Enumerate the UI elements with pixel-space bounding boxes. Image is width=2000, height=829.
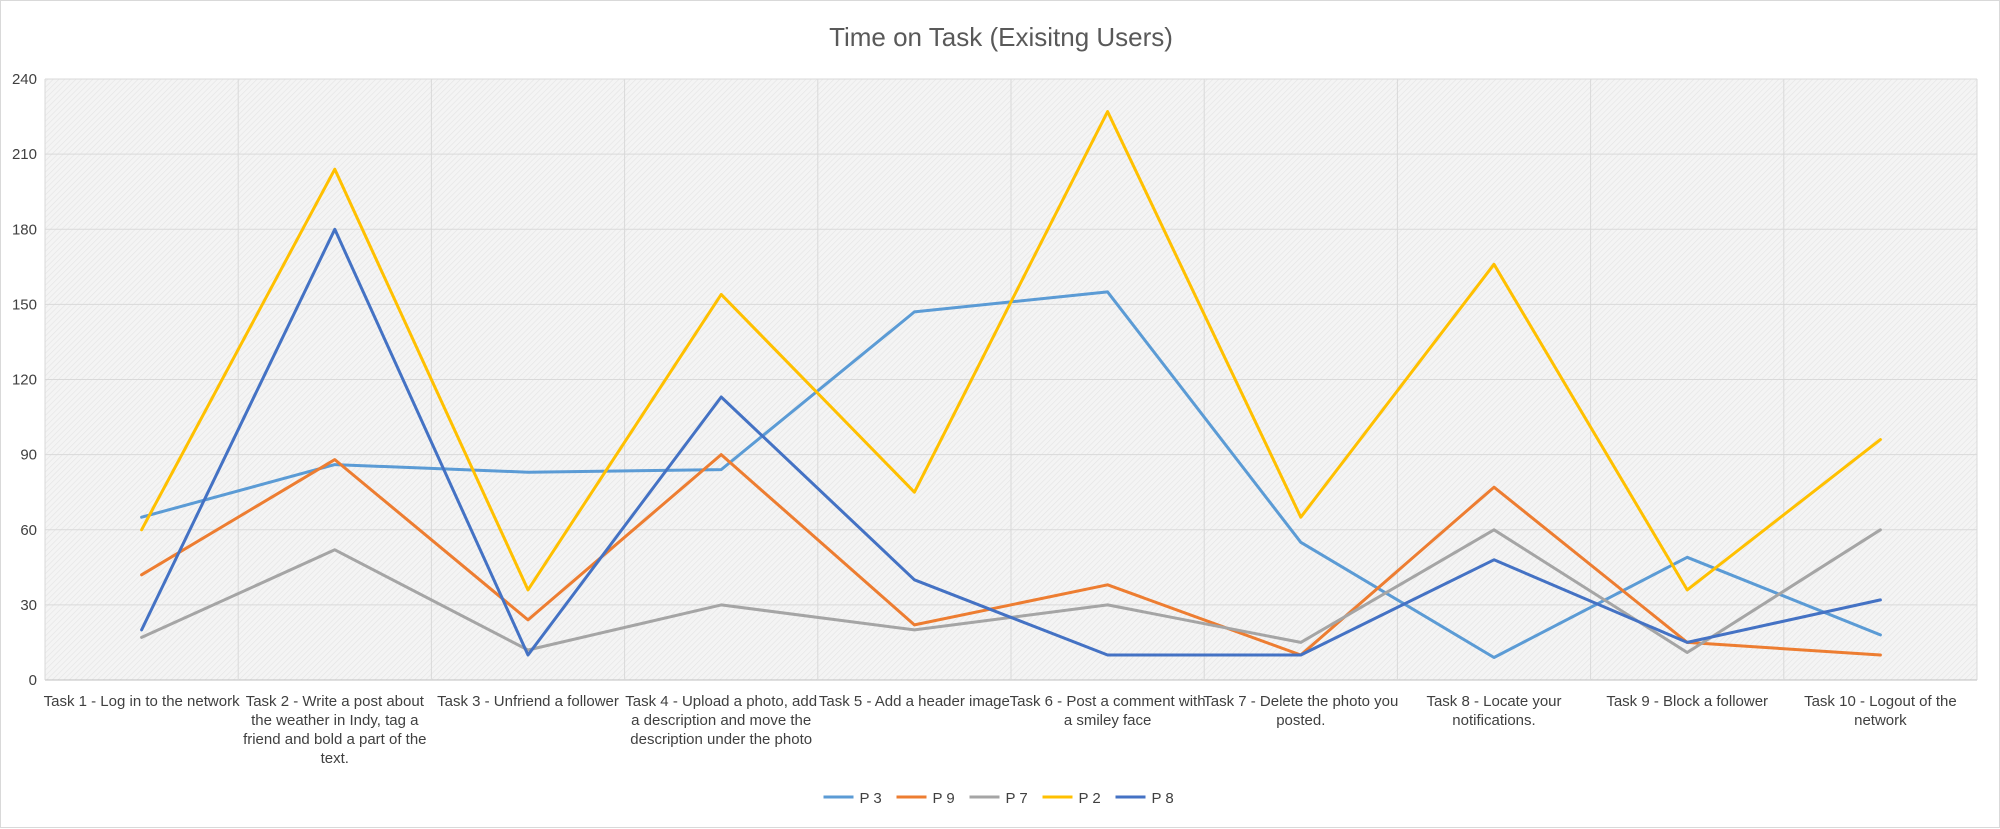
x-tick-label: Task 6 - Post a comment with a smiley fac… xyxy=(1010,693,1206,729)
x-tick-label: Task 2 - Write a post about the weather i… xyxy=(243,693,426,767)
y-axis-ticks: 0 30 60 90 120 150 180 210 240 xyxy=(12,71,37,689)
y-tick-label: 0 xyxy=(29,672,37,689)
legend-label-p-7: P 7 xyxy=(1006,790,1028,807)
legend-label-p-9: P 9 xyxy=(933,790,955,807)
y-tick-label: 180 xyxy=(12,221,37,238)
series-line-p-2 xyxy=(140,110,1882,592)
x-tick-label: Task 9 - Block a follower xyxy=(1606,693,1768,710)
x-tick-label: Task 10 - Logout of the network xyxy=(1804,693,1957,729)
legend-label-p-8: P 8 xyxy=(1152,790,1174,807)
x-tick-label: Task 7 - Delete the photo you posted. xyxy=(1203,693,1398,729)
x-tick-label: Task 4 - Upload a photo, add a descriptio… xyxy=(625,693,817,748)
series-lines xyxy=(140,110,1882,659)
y-tick-label: 30 xyxy=(20,597,37,614)
y-tick-label: 240 xyxy=(12,71,37,88)
y-tick-label: 60 xyxy=(20,522,37,539)
x-tick-label: Task 8 - Locate your notifications. xyxy=(1426,693,1561,729)
legend-label-p-3: P 3 xyxy=(860,790,882,807)
y-tick-label: 210 xyxy=(12,146,37,163)
series-line-p-9 xyxy=(140,453,1882,657)
y-tick-label: 150 xyxy=(12,296,37,313)
x-tick-label: Task 5 - Add a header image xyxy=(819,693,1010,710)
series-line-p-8 xyxy=(140,227,1882,657)
x-tick-label: Task 3 - Unfriend a follower xyxy=(437,693,619,710)
y-tick-label: 120 xyxy=(12,372,37,389)
x-axis-ticks: Task 1 - Log in to the network Task 2 - W… xyxy=(44,693,1957,767)
gridlines xyxy=(44,78,1978,681)
legend: P 3 P 9 P 7 P 2 P 8 xyxy=(823,790,1174,807)
x-tick-label: Task 1 - Log in to the network xyxy=(44,693,240,710)
chart-title: Time on Task (Exisitng Users) xyxy=(829,22,1173,52)
legend-label-p-2: P 2 xyxy=(1079,790,1101,807)
y-tick-label: 90 xyxy=(20,447,37,464)
